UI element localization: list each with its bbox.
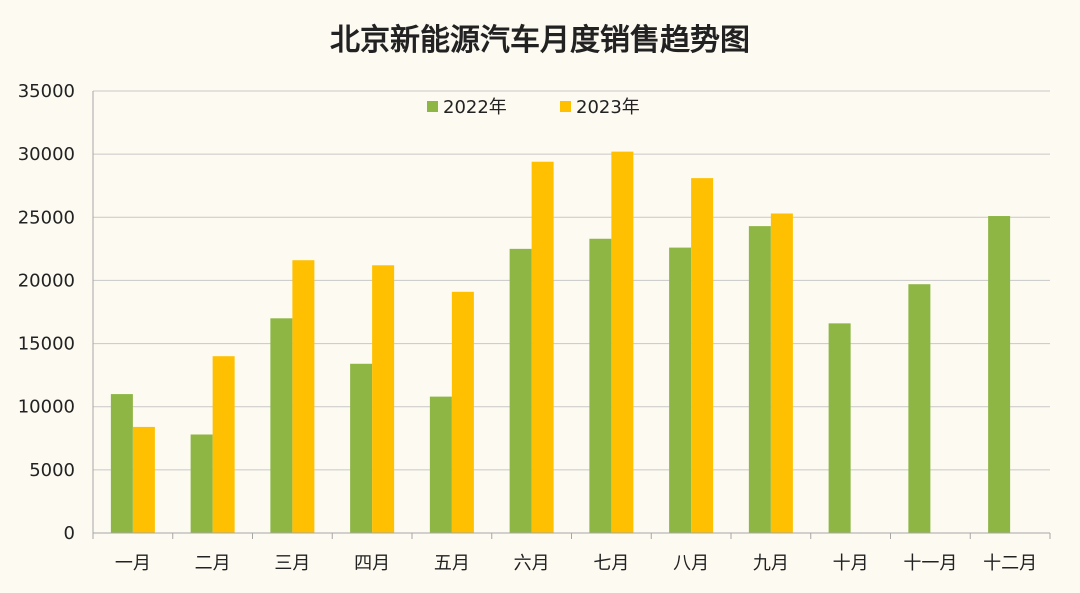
x-tick-label: 四月 <box>354 553 390 574</box>
gridlines <box>93 90 1050 471</box>
legend-label: 2022年 <box>443 97 507 118</box>
bar-2022-八月 <box>669 247 692 533</box>
y-axis: 0 5000 10000 15000 20000 25000 30000 35000 <box>18 81 94 544</box>
bar-2023-九月 <box>770 213 793 534</box>
bar-2022-六月 <box>509 248 532 533</box>
bar-2023-六月 <box>531 161 554 533</box>
legend-label: 2023年 <box>576 97 640 118</box>
bar-2022-四月 <box>350 363 373 533</box>
y-tick-label: 5000 <box>29 460 75 481</box>
x-tick-label: 二月 <box>195 553 231 574</box>
x-tick-label: 七月 <box>593 553 629 574</box>
y-tick-label: 20000 <box>18 270 75 291</box>
x-tick-label: 十一月 <box>903 553 957 574</box>
bar-2023-七月 <box>611 151 634 534</box>
legend-swatch <box>427 101 438 112</box>
bar-2023-五月 <box>451 291 474 533</box>
y-tick-label: 15000 <box>18 334 75 355</box>
bar-2022-二月 <box>190 434 213 533</box>
bar-series <box>110 151 1011 534</box>
y-tick-label: 10000 <box>18 397 75 418</box>
y-tick-label: 25000 <box>18 207 75 228</box>
y-tick-label: 0 <box>64 523 75 544</box>
x-tick-label: 十二月 <box>983 553 1037 574</box>
x-axis: 一月 二月 三月 四月 五月 六月 七月 八月 九月 十月 十一月 十二月 <box>92 532 1051 574</box>
bar-2022-七月 <box>589 238 612 534</box>
bar-2022-三月 <box>270 318 293 533</box>
x-tick-label: 一月 <box>115 553 151 574</box>
bar-2023-二月 <box>212 356 235 533</box>
bar-2023-四月 <box>372 265 395 533</box>
bar-2022-十月 <box>828 323 851 533</box>
x-tick-label: 五月 <box>434 553 470 574</box>
legend: 2022年 2023年 <box>427 97 640 118</box>
bar-2022-五月 <box>429 396 452 533</box>
bar-2023-三月 <box>292 260 315 533</box>
x-tick-label: 三月 <box>274 553 310 574</box>
bar-2022-十二月 <box>988 216 1011 533</box>
bar-2022-九月 <box>748 226 771 533</box>
chart-title: 北京新能源汽车月度销售趋势图 <box>330 23 750 58</box>
x-tick-label: 六月 <box>514 553 550 574</box>
y-tick-label: 30000 <box>18 144 75 165</box>
bar-2022-十一月 <box>908 284 931 533</box>
bar-2022-一月 <box>110 394 133 533</box>
legend-swatch <box>560 101 571 112</box>
x-tick-label: 八月 <box>673 553 709 574</box>
x-tick-label: 九月 <box>753 553 789 574</box>
x-tick-label: 十月 <box>833 553 869 574</box>
y-tick-label: 35000 <box>18 81 75 102</box>
bar-2023-八月 <box>691 178 714 533</box>
bar-2023-一月 <box>132 426 155 533</box>
